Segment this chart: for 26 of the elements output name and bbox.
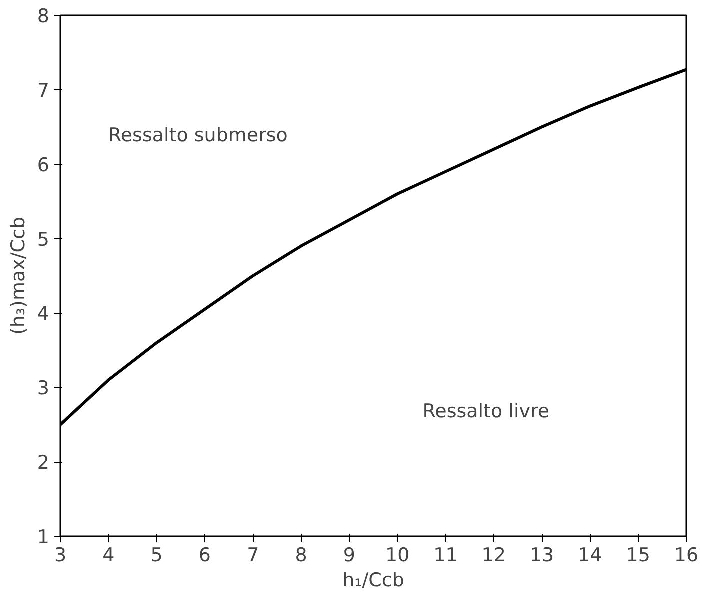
annotation: Ressalto submerso — [108, 124, 288, 146]
x-tick-label: 16 — [674, 544, 699, 566]
x-tick-label: 9 — [343, 544, 356, 566]
x-tick-label: 14 — [578, 544, 602, 566]
y-tick-label: 7 — [37, 80, 50, 102]
y-axis-title: (h₃)max/Ccb — [7, 216, 30, 336]
y-tick-label: 2 — [37, 452, 50, 474]
x-tick-label: 4 — [102, 544, 115, 566]
x-tick-label: 11 — [434, 544, 458, 566]
y-tick-label: 6 — [37, 154, 50, 176]
y-tick-label: 5 — [37, 228, 50, 251]
x-tick-label: 7 — [247, 544, 260, 566]
x-tick-label: 3 — [54, 544, 67, 566]
x-tick-label: 13 — [530, 544, 554, 566]
x-tick-label: 12 — [482, 544, 506, 566]
x-tick-label: 5 — [150, 544, 163, 566]
y-tick-label: 4 — [37, 303, 50, 326]
y-tick-label: 3 — [37, 378, 50, 400]
x-tick-label: 8 — [295, 544, 308, 566]
x-tick-label: 15 — [626, 544, 650, 566]
x-axis-title: h₁/Ccb — [342, 570, 404, 592]
y-tick-label: 8 — [37, 6, 50, 28]
y-tick-label: 1 — [37, 526, 50, 548]
x-tick-label: 6 — [198, 544, 212, 566]
x-tick-label: 10 — [385, 544, 410, 566]
annotation: Ressalto livre — [422, 400, 550, 422]
